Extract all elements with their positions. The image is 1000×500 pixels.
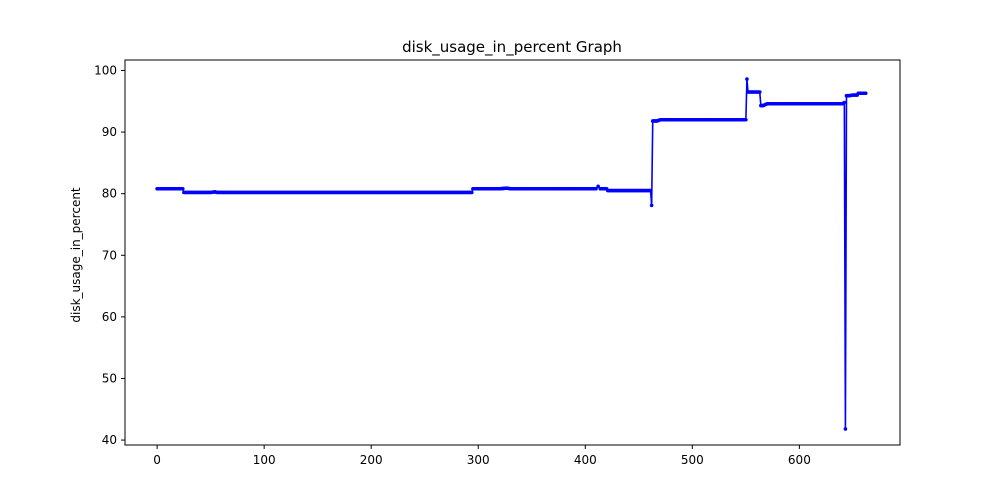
y-tick-label: 100 xyxy=(94,63,117,77)
data-point xyxy=(648,188,653,193)
x-tick-label: 200 xyxy=(360,453,383,467)
x-tick-label: 100 xyxy=(253,453,276,467)
y-tick-label: 70 xyxy=(102,248,117,262)
y-axis-label: disk_usage_in_percent xyxy=(69,187,83,323)
x-tick-label: 400 xyxy=(574,453,597,467)
x-tick-label: 0 xyxy=(153,453,161,467)
data-point xyxy=(181,186,185,191)
data-point xyxy=(745,77,749,81)
y-tick-label: 80 xyxy=(102,187,117,201)
data-point xyxy=(649,203,654,208)
data-point xyxy=(843,427,848,431)
chart-title: disk_usage_in_percent Graph xyxy=(402,38,622,57)
data-point xyxy=(470,190,474,195)
data-point xyxy=(757,90,762,94)
plot-frame xyxy=(124,59,901,446)
x-tick-label: 500 xyxy=(681,453,704,467)
x-tick-label: 300 xyxy=(467,453,490,467)
data-point xyxy=(594,186,598,191)
y-tick-label: 40 xyxy=(102,433,117,447)
x-tick-label: 600 xyxy=(788,453,811,467)
data-point xyxy=(842,100,847,105)
data-point xyxy=(744,117,748,122)
axis-ticks: 0 100 200 300 400 500 600 40 50 60 70 80 90 100 xyxy=(94,63,811,467)
y-tick-label: 90 xyxy=(102,125,117,139)
series-group xyxy=(155,77,868,431)
data-point xyxy=(596,184,600,189)
data-point xyxy=(863,91,868,96)
y-tick-label: 60 xyxy=(102,310,117,324)
y-tick-label: 50 xyxy=(102,371,117,385)
series-line xyxy=(157,79,866,429)
